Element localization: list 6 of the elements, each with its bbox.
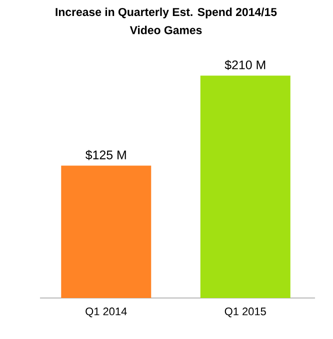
data-label: $125 M bbox=[86, 150, 126, 160]
x-tick-label: Q1 2015 bbox=[224, 308, 266, 318]
x-tick-label: Q1 2014 bbox=[86, 308, 127, 318]
chart-subtitle: Video Games bbox=[130, 26, 202, 34]
chart-title: Increase in Quarterly Est. Spend 2014/15 bbox=[56, 8, 277, 18]
data-label: $210 M bbox=[224, 60, 266, 70]
